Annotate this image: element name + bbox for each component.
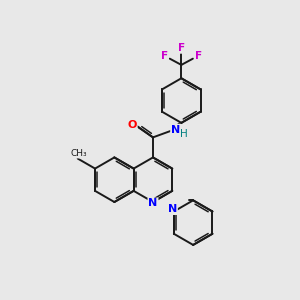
Text: F: F (195, 51, 202, 61)
Text: CH₃: CH₃ (71, 149, 88, 158)
Text: F: F (161, 51, 168, 61)
Text: N: N (171, 124, 180, 135)
Text: N: N (168, 204, 177, 214)
Text: O: O (128, 120, 137, 130)
Text: N: N (148, 199, 158, 208)
Text: F: F (178, 43, 185, 53)
Text: H: H (180, 129, 188, 139)
